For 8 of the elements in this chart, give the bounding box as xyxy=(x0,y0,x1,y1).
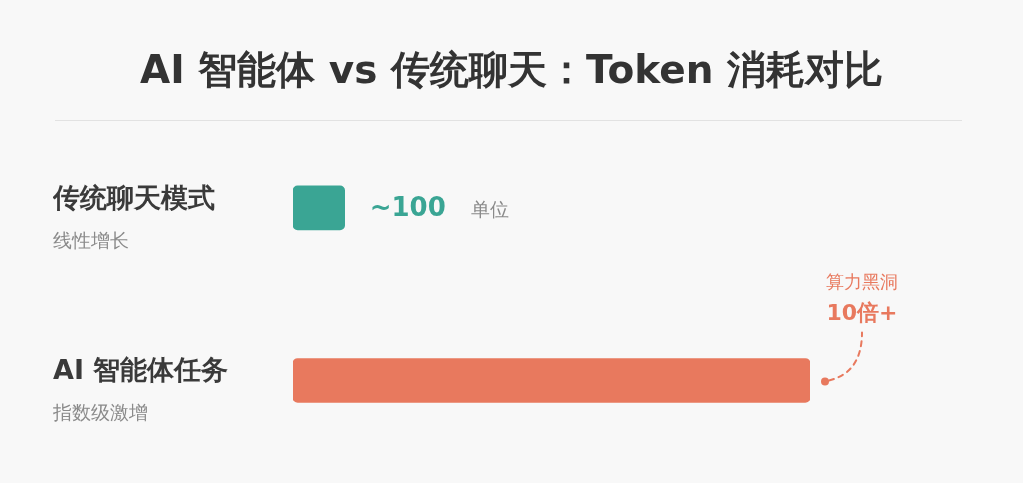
text: 算力黑洞 xyxy=(826,271,898,293)
y-tick-label: 传统聊天模式 xyxy=(52,181,215,213)
chart-title: AI 智能体 vs 传统聊天：Token 消耗对比 xyxy=(140,47,883,93)
text: 指数级激增 xyxy=(52,401,148,424)
text: 10倍+ xyxy=(826,300,898,326)
text: 线性增长 xyxy=(53,228,129,251)
y-tick-label: AI 智能体任务 xyxy=(53,354,229,386)
data-label: ~100 单位 xyxy=(369,191,509,222)
